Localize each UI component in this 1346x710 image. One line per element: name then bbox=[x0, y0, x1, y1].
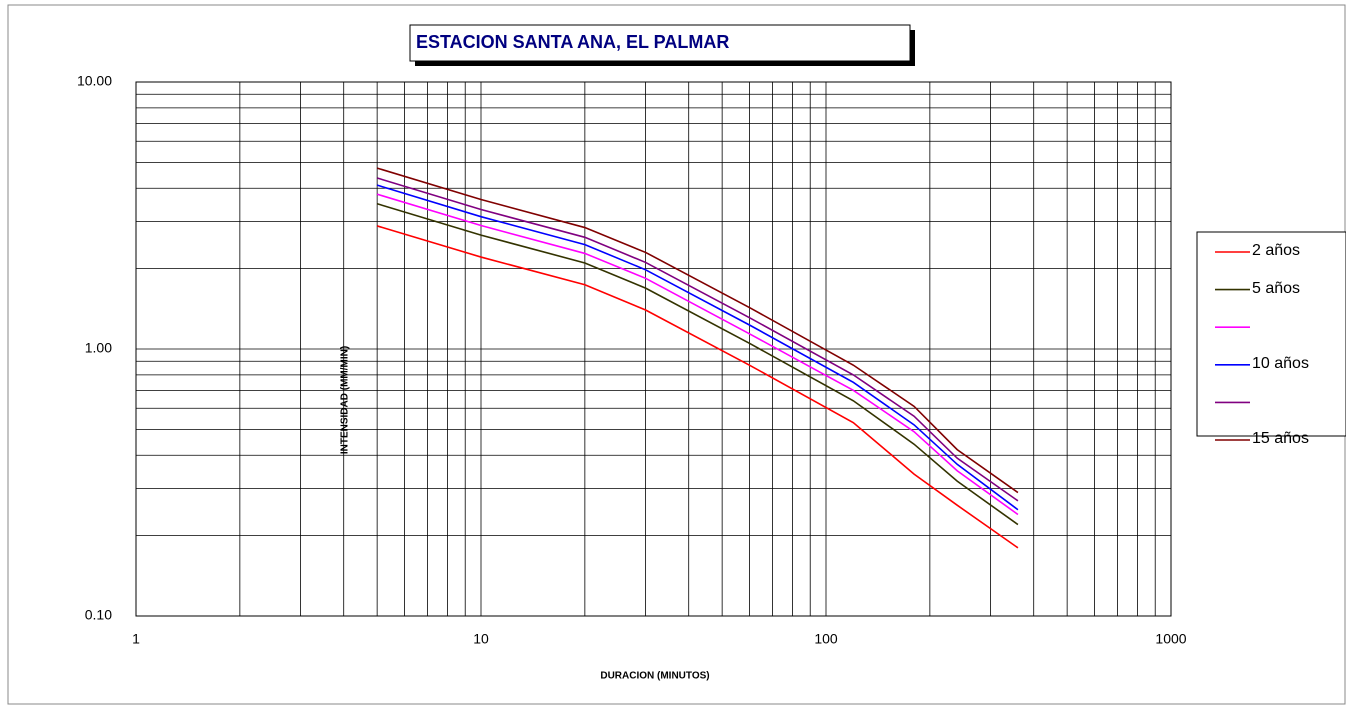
legend-label: 10 años bbox=[1252, 355, 1309, 372]
plot-frame bbox=[135, 81, 1172, 617]
series-line bbox=[376, 177, 1019, 502]
series-line bbox=[376, 167, 1019, 494]
y-tick-label: 0.10 bbox=[85, 607, 112, 623]
y-axis-label: INTENSIDAD (MM/MIN) bbox=[340, 346, 351, 454]
legend-label: 15 años bbox=[1252, 430, 1309, 447]
x-tick-label: 1 bbox=[132, 631, 140, 647]
x-tick-label: 100 bbox=[814, 631, 838, 647]
series-line bbox=[376, 193, 1019, 516]
legend-box bbox=[1196, 231, 1346, 437]
legend-label: 5 años bbox=[1252, 280, 1300, 297]
x-tick-label: 1000 bbox=[1155, 631, 1186, 647]
x-tick-label: 10 bbox=[473, 631, 489, 647]
chart-frame bbox=[7, 4, 1346, 705]
series-line bbox=[376, 184, 1019, 511]
series-line bbox=[376, 225, 1019, 549]
chart-title: ESTACION SANTA ANA, EL PALMAR bbox=[416, 32, 729, 52]
title-box bbox=[409, 24, 911, 62]
x-axis-label: DURACION (MINUTOS) bbox=[600, 671, 709, 682]
y-tick-label: 1.00 bbox=[85, 340, 112, 356]
legend-label: 2 años bbox=[1252, 242, 1300, 259]
series-line bbox=[376, 202, 1019, 526]
y-tick-label: 10.00 bbox=[77, 73, 112, 89]
